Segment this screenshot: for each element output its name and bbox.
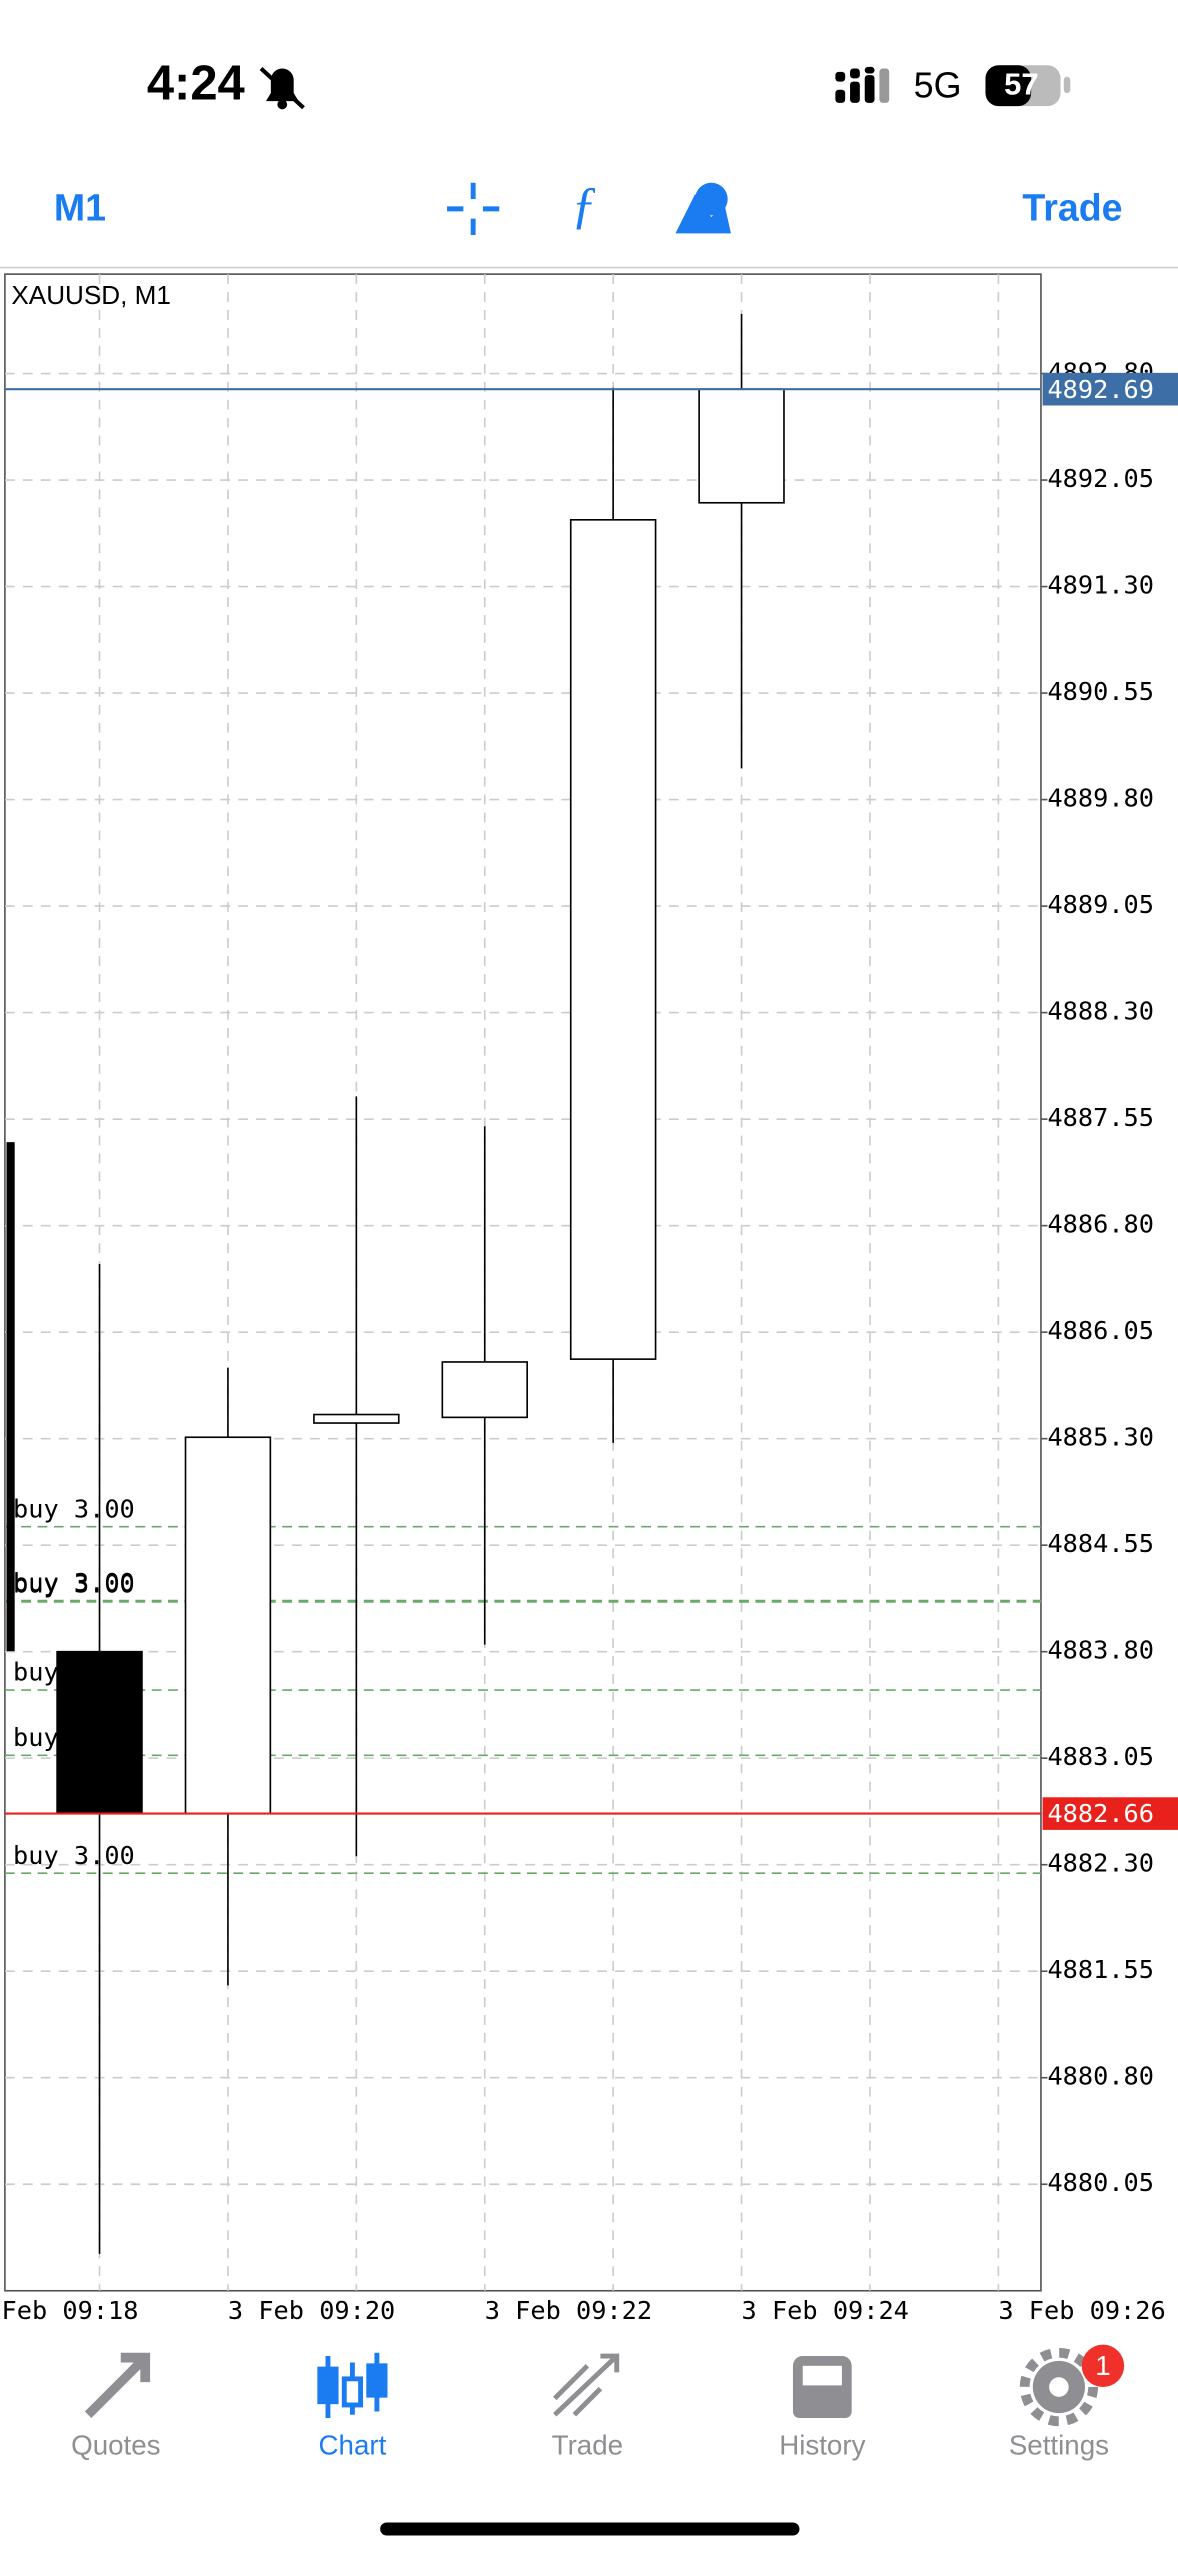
bid-price-tag: [1042, 1797, 1178, 1830]
battery-level: [985, 65, 1032, 107]
candle-body: [56, 1650, 143, 1815]
tab-label[interactable]: Settings: [1009, 2430, 1109, 2461]
settings-badge: [1081, 2344, 1125, 2388]
chart-icon: [317, 2352, 388, 2419]
current-price-tag: [1042, 372, 1178, 406]
y-tick-label: 4882.30: [1047, 1849, 1153, 1878]
y-tick-label: 4883.80: [1047, 1636, 1153, 1665]
y-tick-label: 4886.05: [1047, 1316, 1153, 1345]
battery-percent: 57: [1004, 67, 1038, 102]
trade-icon: [553, 2353, 620, 2417]
order-label: buy 3.00: [13, 1570, 135, 1599]
crosshair-button[interactable]: [447, 182, 500, 235]
candle-body: [313, 1413, 400, 1424]
y-tick-label: 4880.80: [1047, 2062, 1153, 2091]
y-tick-label: 4888.30: [1047, 997, 1153, 1026]
network-type: 5G: [914, 66, 962, 106]
indicators-button[interactable]: ƒ: [571, 176, 597, 234]
settings-badge-count: 1: [1095, 2350, 1110, 2381]
y-tick-label: 4892.05: [1047, 464, 1153, 493]
candle-body: [184, 1436, 272, 1815]
order-label: buy 3.00: [13, 1568, 135, 1597]
x-tick-label: 3 Feb 09:18: [0, 2296, 138, 2325]
current-price-label: 4892.69: [1047, 375, 1153, 404]
trade-button[interactable]: Trade: [1022, 186, 1122, 228]
y-tick-label: 4887.55: [1047, 1103, 1153, 1132]
x-tick-label: 3 Feb 09:26: [998, 2296, 1165, 2325]
candle-body: [569, 519, 657, 1360]
order-label: buy 3.00: [13, 1494, 135, 1523]
y-tick-label: 4890.55: [1047, 677, 1153, 706]
bid-price-label: 4882.66: [1047, 1799, 1153, 1828]
history-icon: [792, 2356, 852, 2419]
x-tick-label: 3 Feb 09:20: [228, 2296, 395, 2325]
x-tick-label: 3 Feb 09:24: [742, 2296, 909, 2325]
timeframe-button[interactable]: M1: [54, 186, 106, 228]
tab-label[interactable]: Chart: [319, 2430, 387, 2461]
side-marker: [6, 1142, 15, 1652]
tab-label[interactable]: Quotes: [71, 2430, 160, 2461]
tab-label[interactable]: Trade: [552, 2430, 623, 2461]
y-tick-label: 4886.80: [1047, 1210, 1153, 1239]
signal-icon: [835, 66, 890, 103]
y-tick-label: 4891.30: [1047, 571, 1153, 600]
status-time: 4:24: [147, 56, 245, 110]
plot-frame: [4, 273, 1042, 2292]
y-tick-label: 4881.55: [1047, 1955, 1153, 1984]
battery-tip: [1063, 76, 1071, 94]
y-tick-label: 4885.30: [1047, 1423, 1153, 1452]
candle-body: [698, 388, 785, 504]
y-tick-label: 4889.05: [1047, 890, 1153, 919]
settings-icon: [1019, 2347, 1099, 2427]
objects-button[interactable]: [675, 182, 731, 234]
y-tick-label: 4883.05: [1047, 1742, 1153, 1771]
home-indicator: [380, 2522, 800, 2536]
y-tick-label: 4884.55: [1047, 1529, 1153, 1558]
order-label: buy 3.00: [13, 1841, 135, 1870]
tab-bar: 1: [84, 2344, 1125, 2427]
y-tick-label: 4880.05: [1047, 2168, 1153, 2197]
y-tick-label: 4889.80: [1047, 784, 1153, 813]
quotes-icon: [84, 2352, 151, 2419]
candle-body: [441, 1361, 528, 1419]
x-tick-label: 3 Feb 09:22: [485, 2296, 652, 2325]
mute-icon: [259, 67, 305, 110]
tab-label[interactable]: History: [779, 2430, 865, 2461]
chart-title: XAUUSD, M1: [11, 280, 171, 310]
